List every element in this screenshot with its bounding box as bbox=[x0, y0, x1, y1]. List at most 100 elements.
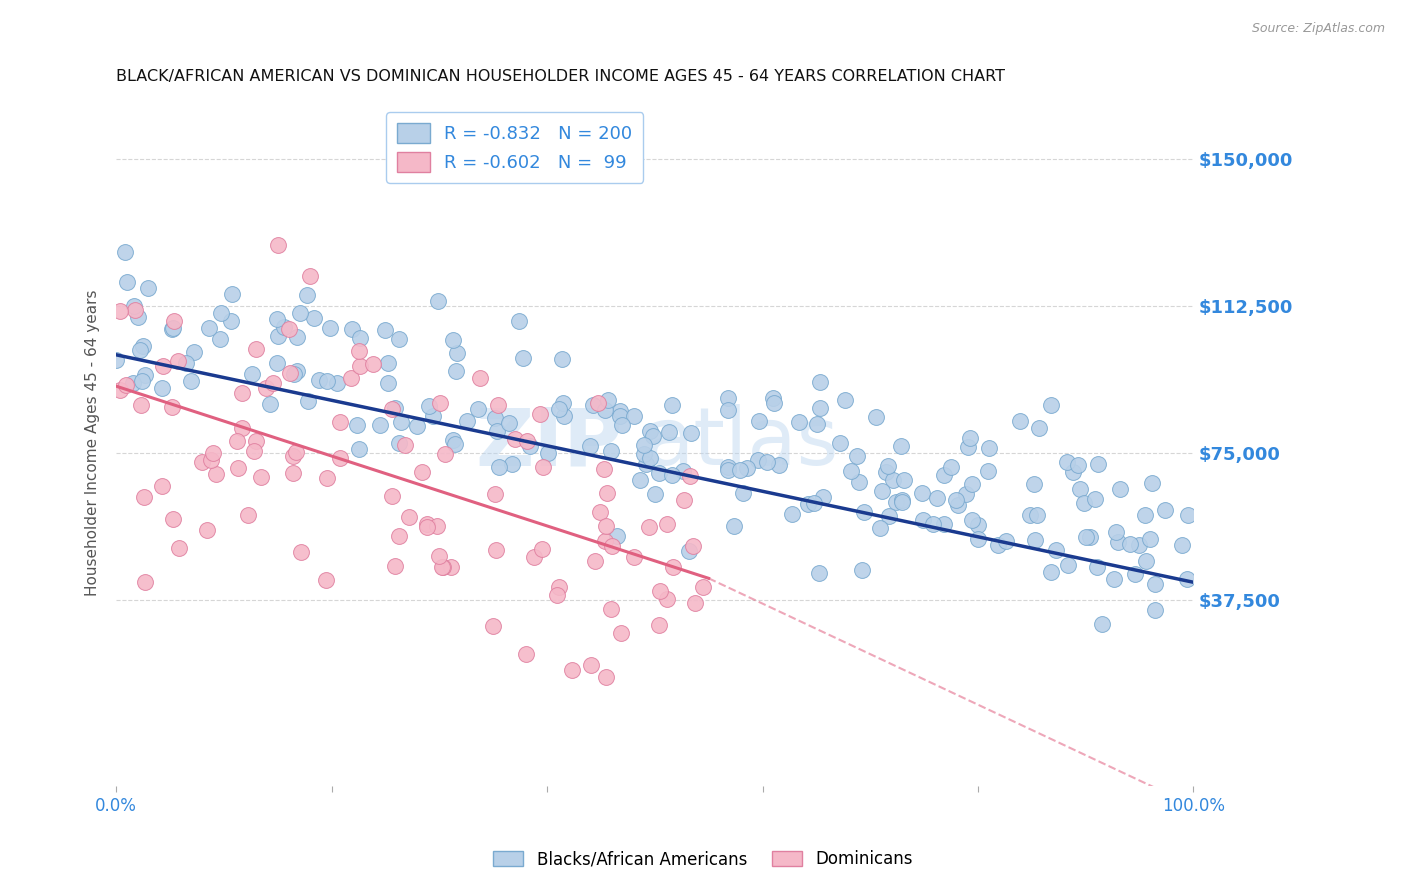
Point bbox=[1045, 543, 1067, 558]
Point bbox=[167, 541, 190, 555]
Point bbox=[1133, 508, 1156, 523]
Point bbox=[114, 378, 136, 392]
Point bbox=[134, 368, 156, 383]
Point bbox=[388, 529, 411, 543]
Point bbox=[551, 396, 574, 410]
Point bbox=[132, 491, 155, 505]
Point bbox=[877, 458, 900, 473]
Point bbox=[813, 490, 835, 504]
Point bbox=[394, 438, 416, 452]
Point bbox=[731, 486, 754, 500]
Point bbox=[987, 538, 1010, 552]
Point bbox=[948, 498, 970, 512]
Point bbox=[966, 532, 988, 546]
Point bbox=[955, 487, 977, 501]
Point bbox=[606, 529, 628, 543]
Point bbox=[763, 396, 786, 410]
Point bbox=[623, 409, 645, 424]
Point bbox=[374, 323, 396, 337]
Point bbox=[787, 415, 810, 429]
Point bbox=[484, 487, 506, 501]
Point bbox=[516, 434, 538, 448]
Point bbox=[768, 458, 790, 472]
Point bbox=[890, 439, 912, 453]
Point bbox=[1078, 531, 1101, 545]
Point bbox=[717, 460, 740, 475]
Point bbox=[925, 491, 948, 505]
Point bbox=[848, 475, 870, 489]
Point bbox=[869, 521, 891, 535]
Point bbox=[152, 359, 174, 373]
Point bbox=[441, 434, 464, 448]
Point bbox=[231, 386, 253, 401]
Point bbox=[1056, 558, 1078, 573]
Point bbox=[977, 464, 1000, 478]
Point bbox=[593, 403, 616, 417]
Point bbox=[609, 403, 631, 417]
Point bbox=[467, 401, 489, 416]
Point bbox=[319, 321, 342, 335]
Point bbox=[150, 479, 173, 493]
Point bbox=[297, 287, 319, 301]
Point bbox=[1144, 603, 1167, 617]
Point bbox=[468, 371, 491, 385]
Point bbox=[960, 477, 983, 491]
Point bbox=[762, 392, 785, 406]
Point bbox=[661, 399, 683, 413]
Point bbox=[231, 420, 253, 434]
Point bbox=[803, 496, 825, 510]
Point bbox=[416, 516, 439, 531]
Point bbox=[735, 460, 758, 475]
Point bbox=[290, 545, 312, 559]
Point bbox=[658, 425, 681, 439]
Point bbox=[1084, 491, 1107, 506]
Point bbox=[595, 669, 617, 683]
Point bbox=[128, 343, 150, 357]
Point bbox=[316, 375, 339, 389]
Point bbox=[183, 345, 205, 359]
Point bbox=[315, 471, 337, 485]
Point bbox=[592, 462, 614, 476]
Point bbox=[583, 554, 606, 568]
Point bbox=[845, 449, 868, 463]
Point bbox=[717, 403, 740, 417]
Point bbox=[638, 424, 661, 438]
Point bbox=[853, 506, 876, 520]
Point bbox=[325, 376, 347, 390]
Point bbox=[648, 466, 671, 480]
Point bbox=[716, 463, 738, 477]
Point bbox=[1040, 399, 1063, 413]
Point bbox=[389, 416, 412, 430]
Point bbox=[1135, 554, 1157, 568]
Point bbox=[444, 364, 467, 378]
Point bbox=[1073, 495, 1095, 509]
Point bbox=[561, 663, 583, 677]
Point bbox=[121, 376, 143, 391]
Point bbox=[411, 465, 433, 479]
Point bbox=[347, 344, 370, 359]
Point bbox=[441, 333, 464, 347]
Point bbox=[254, 381, 277, 395]
Point bbox=[1091, 616, 1114, 631]
Point bbox=[388, 332, 411, 346]
Point bbox=[278, 366, 301, 380]
Point bbox=[198, 321, 221, 335]
Point bbox=[299, 269, 322, 284]
Point bbox=[283, 467, 305, 481]
Point bbox=[610, 417, 633, 432]
Point bbox=[273, 319, 295, 334]
Text: Source: ZipAtlas.com: Source: ZipAtlas.com bbox=[1251, 22, 1385, 36]
Point bbox=[959, 431, 981, 445]
Point bbox=[891, 492, 914, 507]
Point bbox=[599, 601, 621, 615]
Point bbox=[384, 558, 406, 573]
Point bbox=[515, 647, 537, 661]
Point bbox=[748, 414, 770, 428]
Point bbox=[644, 487, 666, 501]
Point bbox=[875, 465, 897, 479]
Point bbox=[529, 407, 551, 421]
Point bbox=[163, 313, 186, 327]
Text: BLACK/AFRICAN AMERICAN VS DOMINICAN HOUSEHOLDER INCOME AGES 45 - 64 YEARS CORREL: BLACK/AFRICAN AMERICAN VS DOMINICAN HOUS… bbox=[117, 69, 1005, 84]
Point bbox=[609, 626, 631, 640]
Point bbox=[661, 560, 683, 574]
